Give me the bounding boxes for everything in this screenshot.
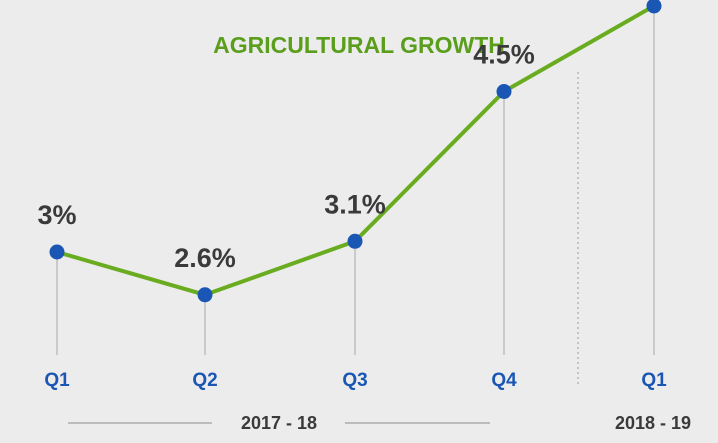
data-point-3 [347, 233, 363, 249]
quarter-label-5: Q1 [641, 370, 667, 391]
quarter-label-4: Q4 [491, 370, 517, 391]
data-point-4 [496, 84, 512, 99]
data-point-5 [646, 0, 662, 14]
data-point-2 [197, 287, 213, 303]
year-label-2018-19: 2018 - 19 [615, 413, 691, 433]
quarter-label-3: Q3 [342, 370, 367, 391]
value-label-4: 4.5% [473, 40, 535, 70]
data-point-1 [49, 244, 65, 260]
quarter-label-2: Q2 [192, 370, 217, 391]
year-label-2017-18: 2017 - 18 [241, 413, 317, 433]
chart-title: AGRICULTURAL GROWTH [213, 32, 505, 58]
value-label-2: 2.6% [174, 243, 236, 273]
quarter-label-1: Q1 [44, 370, 70, 391]
value-label-1: 3% [37, 200, 76, 230]
value-label-3: 3.1% [324, 189, 386, 219]
